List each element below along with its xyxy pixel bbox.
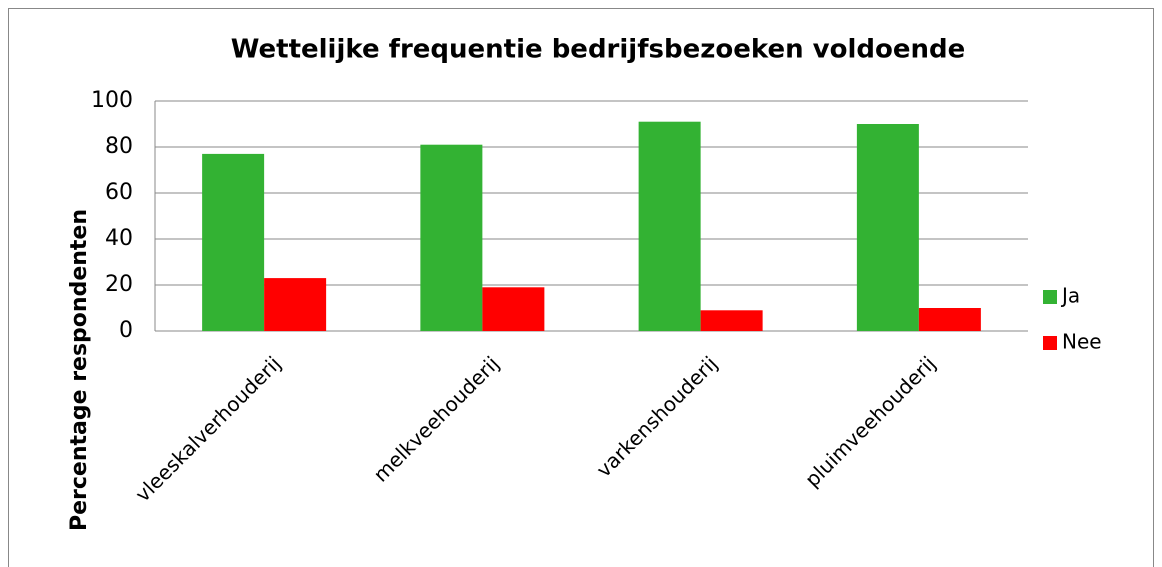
bar: [482, 287, 545, 331]
bar: [638, 121, 701, 331]
legend-swatch: [1043, 336, 1057, 350]
y-tick-label: 80: [105, 134, 133, 159]
y-axis-label: Percentage respondenten: [67, 209, 92, 531]
bar: [918, 308, 981, 331]
legend-label: Ja: [1060, 284, 1080, 308]
chart-frame: [8, 8, 1154, 567]
y-tick-label: 20: [105, 272, 133, 297]
y-tick-label: 100: [91, 88, 133, 113]
legend-swatch: [1043, 290, 1057, 304]
chart-title: Wettelijke frequentie bedrijfsbezoeken v…: [231, 35, 966, 65]
bar: [420, 144, 483, 331]
bar: [202, 153, 265, 331]
legend-label: Nee: [1062, 330, 1102, 354]
y-tick-label: 60: [105, 180, 133, 205]
y-tick-label: 0: [119, 318, 133, 343]
bar: [856, 124, 919, 331]
bar: [700, 310, 763, 331]
bar: [264, 278, 327, 331]
y-tick-label: 40: [105, 226, 133, 251]
